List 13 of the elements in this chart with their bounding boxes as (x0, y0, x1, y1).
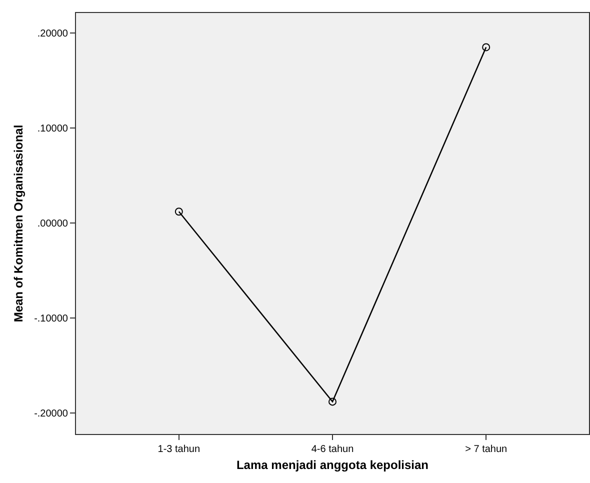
y-tick-label: .20000 (37, 28, 68, 40)
x-axis-title: Lama menjadi anggota kepolisian (236, 458, 429, 472)
point (174, 208, 183, 216)
point (328, 398, 336, 406)
y-axis-title: Mean of Komitmen Organisasional (11, 124, 26, 322)
x-tick-label: 1-3 tahun (158, 444, 200, 455)
y-tick-label: .00000 (37, 218, 68, 230)
point (482, 43, 490, 52)
x-tick-label: > 7 tahun (465, 444, 508, 455)
y-tick-label: -.10000 (34, 314, 68, 325)
y-tick-label: .10000 (37, 123, 68, 134)
x-tick-label: 4-6 tahun (311, 444, 354, 455)
y-tick-label: -.20000 (34, 408, 68, 420)
